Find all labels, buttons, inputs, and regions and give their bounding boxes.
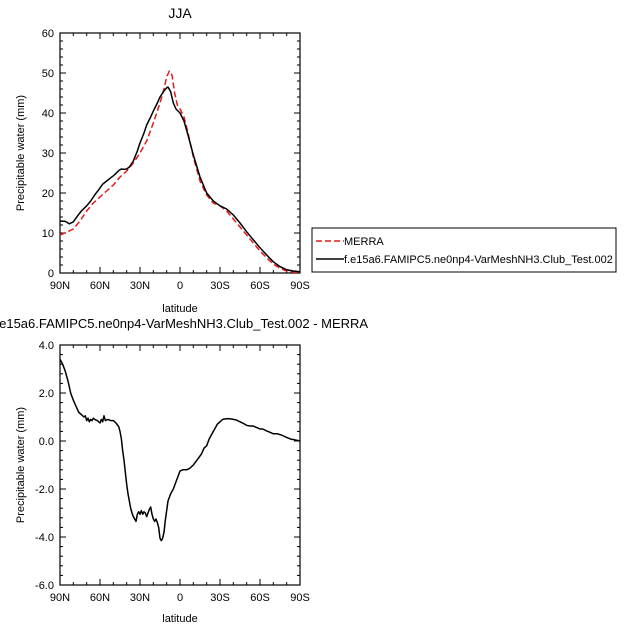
bottom-y-tick-label: -4.0 bbox=[35, 532, 54, 544]
series-line-difference bbox=[59, 359, 301, 542]
top-y-tick-label: 50 bbox=[42, 68, 54, 80]
legend-label-merra: MERRA bbox=[344, 236, 384, 248]
top-x-tick-label: 60S bbox=[250, 280, 270, 292]
top-y-tick-label: 40 bbox=[42, 108, 54, 120]
bottom-y-tick-label: 4.0 bbox=[39, 340, 54, 352]
top-y-tick-label: 60 bbox=[42, 28, 54, 40]
top-panel-title: JJA bbox=[168, 5, 192, 21]
top-panel-y-axis-label: Precipitable water (mm) bbox=[15, 95, 27, 211]
legend: MERRA f.e15a6.FAMIPC5.ne0np4-VarMeshNH3.… bbox=[311, 227, 617, 273]
bottom-panel: f.e15a6.FAMIPC5.ne0np4-VarMeshNH3.Club_T… bbox=[0, 316, 368, 625]
bottom-x-tick-label: 30S bbox=[210, 592, 230, 604]
series-line-model bbox=[59, 86, 301, 273]
bottom-panel-x-axis-label: latitude bbox=[162, 613, 197, 625]
bottom-x-tick-label: 60N bbox=[90, 592, 110, 604]
top-plot-frame bbox=[59, 32, 301, 274]
top-panel-plot-area: 90N 60N 30N 0 30S 60S 90S 0 10 20 30 40 50 60 bbox=[42, 28, 310, 292]
bottom-panel-y-axis-label: Precipitable water (mm) bbox=[15, 407, 27, 523]
legend-box bbox=[311, 227, 617, 273]
top-x-tick-label: 0 bbox=[177, 280, 183, 292]
series-line-merra bbox=[59, 70, 301, 274]
top-y-tick-label: 10 bbox=[42, 228, 54, 240]
bottom-x-tick-label: 30N bbox=[130, 592, 150, 604]
top-x-tick-label: 90N bbox=[50, 280, 70, 292]
top-y-tick-label: 30 bbox=[42, 148, 54, 160]
bottom-x-tick-label: 90N bbox=[50, 592, 70, 604]
bottom-x-tick-label: 90S bbox=[290, 592, 310, 604]
bottom-x-tick-label: 60S bbox=[250, 592, 270, 604]
bottom-panel-plot-area: 90N 60N 30N 0 30S 60S 90S 4.0 2.0 0.0 -2.0 -4.0 -6.0 bbox=[35, 340, 310, 604]
bottom-y-tick-label: 2.0 bbox=[39, 388, 54, 400]
top-y-tick-label: 0 bbox=[48, 268, 54, 280]
bottom-x-tick-label: 0 bbox=[177, 592, 183, 604]
top-x-tick-label: 60N bbox=[90, 280, 110, 292]
bottom-y-tick-label: -6.0 bbox=[35, 580, 54, 592]
top-panel-x-axis-label: latitude bbox=[162, 303, 197, 315]
top-x-tick-label: 30N bbox=[130, 280, 150, 292]
top-x-tick-label: 30S bbox=[210, 280, 230, 292]
legend-label-model: f.e15a6.FAMIPC5.ne0np4-VarMeshNH3.Club_T… bbox=[344, 254, 613, 266]
top-y-tick-label: 20 bbox=[42, 188, 54, 200]
top-panel: JJA Precipitable water (mm) latitude 90N… bbox=[15, 5, 310, 315]
top-x-tick-label: 90S bbox=[290, 280, 310, 292]
bottom-panel-title: f.e15a6.FAMIPC5.ne0np4-VarMeshNH3.Club_T… bbox=[0, 316, 368, 331]
bottom-y-tick-label: 0.0 bbox=[39, 436, 54, 448]
bottom-plot-frame bbox=[59, 344, 301, 586]
bottom-y-tick-label: -2.0 bbox=[35, 484, 54, 496]
